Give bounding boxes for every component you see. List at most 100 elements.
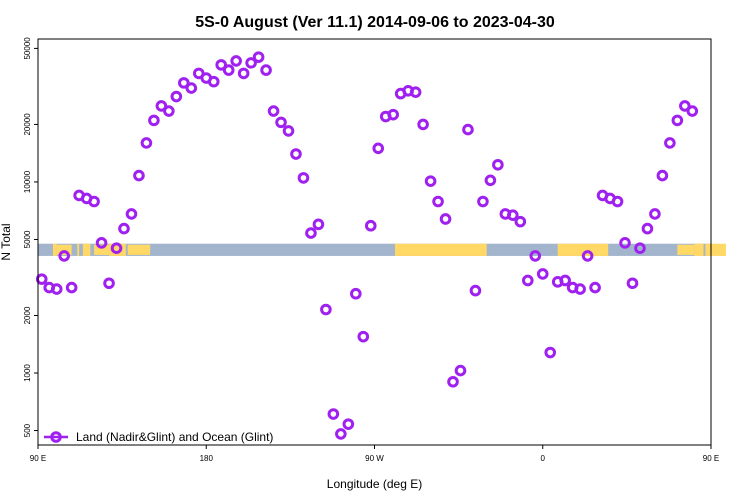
data-point bbox=[245, 57, 257, 69]
y-tick-label: 20000 bbox=[23, 113, 32, 136]
data-point bbox=[275, 116, 287, 129]
data-point bbox=[432, 195, 444, 208]
data-point bbox=[148, 114, 160, 127]
data-point bbox=[619, 237, 631, 249]
data-point bbox=[185, 82, 198, 94]
data-point bbox=[626, 277, 639, 290]
data-point bbox=[118, 222, 130, 235]
data-point bbox=[110, 242, 123, 255]
data-point bbox=[469, 284, 482, 297]
data-point bbox=[521, 274, 534, 287]
data-point bbox=[409, 86, 422, 98]
data-point bbox=[559, 274, 571, 287]
x-axis: 90 E 180 90 W 0 90 E bbox=[30, 445, 719, 463]
land-segment bbox=[694, 243, 704, 256]
data-point bbox=[305, 227, 317, 239]
data-point bbox=[544, 346, 557, 359]
data-point bbox=[417, 118, 429, 131]
data-point bbox=[671, 114, 684, 127]
data-point bbox=[178, 77, 190, 89]
data-point bbox=[230, 55, 242, 67]
data-point bbox=[454, 364, 467, 377]
data-point bbox=[447, 375, 459, 388]
data-point bbox=[125, 208, 138, 220]
data-point bbox=[581, 250, 594, 262]
data-point bbox=[170, 90, 183, 103]
data-point bbox=[350, 287, 362, 300]
data-point bbox=[574, 283, 586, 295]
data-point bbox=[50, 283, 63, 295]
y-tick-label: 50000 bbox=[23, 37, 32, 60]
data-point bbox=[297, 172, 310, 184]
data-point bbox=[207, 75, 220, 88]
data-point bbox=[484, 174, 497, 187]
data-points bbox=[35, 51, 699, 440]
data-point bbox=[88, 195, 100, 208]
data-point bbox=[686, 105, 699, 117]
data-point bbox=[424, 175, 437, 187]
data-point bbox=[656, 169, 669, 182]
x-tick-label: 0 bbox=[541, 454, 546, 463]
y-axis: 500 1000 2000 5000 10000 20000 50000 bbox=[23, 37, 38, 437]
data-point bbox=[252, 51, 265, 63]
data-point bbox=[649, 208, 661, 220]
data-point bbox=[327, 408, 340, 420]
data-point bbox=[462, 123, 474, 136]
data-point bbox=[477, 195, 489, 208]
land-segment bbox=[56, 244, 72, 255]
y-tick-label: 10000 bbox=[23, 170, 32, 193]
data-point bbox=[387, 108, 399, 121]
data-point bbox=[312, 218, 325, 231]
data-point bbox=[372, 142, 385, 155]
land-segment bbox=[77, 243, 80, 256]
data-point bbox=[290, 148, 302, 160]
plot-frame bbox=[37, 38, 712, 446]
x-tick-label: 90 W bbox=[365, 454, 384, 463]
data-point bbox=[529, 250, 542, 262]
data-point bbox=[260, 64, 272, 76]
data-point bbox=[641, 222, 654, 235]
data-point bbox=[342, 418, 355, 430]
land-segment bbox=[677, 244, 695, 255]
data-point bbox=[133, 169, 145, 182]
data-point bbox=[215, 59, 228, 71]
data-point bbox=[507, 209, 519, 221]
data-point bbox=[282, 125, 295, 137]
data-point bbox=[634, 242, 646, 255]
land-segment bbox=[52, 243, 57, 256]
data-point bbox=[335, 428, 347, 440]
data-point bbox=[439, 213, 452, 225]
data-point bbox=[589, 281, 601, 294]
data-point bbox=[364, 219, 377, 232]
data-point bbox=[103, 277, 115, 290]
x-tick-label: 90 E bbox=[30, 454, 46, 463]
data-point bbox=[65, 281, 78, 294]
data-point bbox=[35, 273, 48, 285]
land-segment bbox=[127, 244, 151, 255]
land-segment bbox=[122, 243, 126, 256]
data-point bbox=[492, 158, 504, 171]
legend-marker bbox=[50, 431, 62, 443]
data-point bbox=[95, 237, 108, 249]
data-point bbox=[267, 105, 280, 117]
data-point bbox=[155, 100, 168, 112]
data-point bbox=[320, 303, 332, 316]
data-point bbox=[222, 64, 235, 76]
ocean-band bbox=[38, 243, 711, 256]
legend: Land (Nadir&Glint) and Ocean (Glint) bbox=[44, 430, 273, 444]
y-tick-label: 2000 bbox=[23, 306, 32, 324]
data-point bbox=[679, 100, 691, 112]
data-point bbox=[163, 105, 175, 117]
land-segment bbox=[82, 243, 91, 256]
land-segment bbox=[94, 244, 110, 255]
data-point bbox=[58, 250, 70, 262]
x-tick-label: 90 E bbox=[703, 454, 719, 463]
land-segment bbox=[557, 243, 609, 256]
data-point bbox=[514, 215, 527, 228]
y-axis-title: N Total bbox=[0, 223, 13, 260]
y-tick-label: 500 bbox=[23, 423, 32, 437]
data-point bbox=[536, 268, 549, 280]
data-point bbox=[664, 137, 676, 149]
data-point bbox=[357, 330, 370, 343]
